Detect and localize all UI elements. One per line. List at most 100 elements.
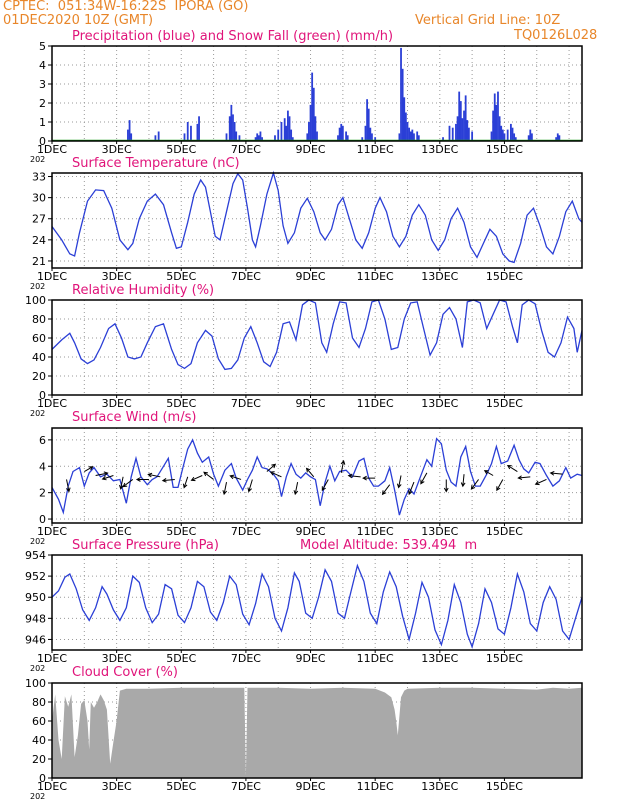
rh-xtick-label: 13DEC <box>421 397 458 410</box>
rh-ytick-label: 60 <box>32 332 46 345</box>
precip-bar <box>500 125 503 141</box>
precip-bar <box>196 123 199 141</box>
cloud-ytick-label: 100 <box>25 677 46 690</box>
wind-xtick-label: 13DEC <box>421 525 458 538</box>
temp-panel: 21 24 27 30 33 1DEC 3DEC 5DEC 7DEC 9DEC 11DEC 13DEC… <box>30 171 583 291</box>
precip-bar <box>556 133 559 141</box>
wind-year-stub: 202 <box>30 537 45 546</box>
precip-xtick-label: 7DEC <box>231 143 261 156</box>
model-altitude: Model Altitude: 539.494 m <box>300 538 478 553</box>
precip-bar <box>157 131 160 141</box>
precip-bar <box>558 135 561 141</box>
wind-arrow <box>95 471 109 477</box>
precip-year-stub: 202 <box>30 155 45 164</box>
precip-bar <box>225 133 228 141</box>
precip-bar <box>513 133 516 141</box>
precip-bar <box>527 135 530 141</box>
rh-panel: 0 20 40 60 80 100 1DEC 3DEC 5DEC 7DEC 9DEC 11DEC 13D… <box>25 294 583 418</box>
wind-arrow <box>517 475 531 481</box>
wind-panel: 0 2 4 6 1DEC 3DEC 5DEC 7DEC 9DEC 11DEC 13DEC 15DEC 2… <box>30 427 583 546</box>
wind-xtick-label: 1DEC <box>37 525 67 538</box>
precip-bar <box>127 129 129 141</box>
cloud-xtick-label: 5DEC <box>166 780 196 793</box>
precip-bar <box>456 116 459 141</box>
cloud-xtick-label: 1DEC <box>37 780 67 793</box>
precip-bar <box>277 129 280 141</box>
wind-arrow <box>460 474 466 488</box>
precip-bar <box>510 123 512 141</box>
precip-bar <box>366 99 368 141</box>
temp-xtick-label: 3DEC <box>102 270 132 283</box>
precip-bar <box>404 112 407 141</box>
precip-bar <box>501 129 504 141</box>
precip-bar <box>529 129 532 141</box>
pres-panel: 946 948 950 952 954 1DEC 3DEC 5DEC 7DEC 9DEC 11DEC… <box>25 549 583 673</box>
wind-arrow <box>443 479 449 493</box>
cloud-xtick-label: 9DEC <box>295 780 325 793</box>
precip-ytick-label: 0 <box>39 135 46 148</box>
pres-ytick-label: 950 <box>25 591 46 604</box>
temp-xtick-label: 1DEC <box>37 270 67 283</box>
precip-bar <box>340 123 343 141</box>
precip-bar <box>374 137 377 141</box>
pres-ytick-label: 952 <box>25 570 46 583</box>
rh-xtick-label: 7DEC <box>231 397 261 410</box>
cloud-xtick-label: 3DEC <box>102 780 132 793</box>
precip-bar <box>466 120 469 141</box>
temp-xtick-label: 13DEC <box>421 270 458 283</box>
rh-ytick-label: 80 <box>32 313 46 326</box>
precip-xtick-label: 5DEC <box>166 143 196 156</box>
precip-xtick-label: 1DEC <box>37 143 67 156</box>
wind-ytick-label: 4 <box>39 460 46 473</box>
precip-bar <box>459 101 462 141</box>
precip-bar <box>490 131 493 141</box>
wind-arrow <box>182 476 189 489</box>
precip-bar <box>280 122 283 141</box>
precip-bar <box>285 125 288 141</box>
precip-bar <box>257 135 260 141</box>
pres-ytick-label: 948 <box>25 612 46 625</box>
wind-xtick-label: 7DEC <box>231 525 261 538</box>
wind-frame <box>51 427 583 524</box>
rh-ytick-label: 40 <box>32 351 46 364</box>
precip-ytick-label: 3 <box>39 78 46 91</box>
precip-bar <box>413 133 415 141</box>
precip-bar <box>312 87 315 141</box>
pres-ytick-label: 954 <box>25 549 46 562</box>
cloud-ytick-label: 60 <box>32 715 46 728</box>
precip-bar <box>233 122 236 141</box>
wind-arrow <box>119 476 124 490</box>
cloud-year-stub: 202 <box>30 792 45 800</box>
cloud-area <box>52 687 582 778</box>
precip-bar <box>369 127 372 141</box>
precip-bar <box>283 118 286 141</box>
wind-arrow <box>321 479 329 492</box>
precip-ytick-label: 2 <box>39 97 46 110</box>
precip-bar <box>259 131 262 141</box>
wind-title: Surface Wind (m/s) <box>72 410 197 425</box>
precip-frame <box>51 45 583 142</box>
precip-bar <box>463 110 465 141</box>
precip-bar <box>198 116 200 141</box>
precip-bar <box>308 122 310 141</box>
rh-title: Relative Humidity (%) <box>72 283 215 298</box>
temp-ytick-label: 24 <box>32 234 46 247</box>
precip-bar <box>341 125 344 141</box>
precip-bar <box>497 91 499 141</box>
wind-arrow <box>190 475 203 482</box>
wind-arrow <box>549 470 563 476</box>
header-grid-note: Vertical Grid Line: 10Z <box>415 13 561 28</box>
precip-bar <box>291 137 294 141</box>
wind-ytick-label: 0 <box>39 513 46 526</box>
cloud-xtick-label: 11DEC <box>357 780 394 793</box>
precip-bar <box>416 131 419 141</box>
precip-bar <box>411 129 414 141</box>
wind-arrow <box>101 475 114 481</box>
temp-xtick-label: 5DEC <box>166 270 196 283</box>
cloud-panel: 0 20 40 60 80 100 1DEC 3DEC 5DEC 7DEC 9DEC 11DEC 13D… <box>25 677 583 800</box>
precip-bar <box>371 133 373 141</box>
wind-xtick-label: 11DEC <box>357 525 394 538</box>
pres-xtick-label: 1DEC <box>37 652 67 665</box>
precip-bar <box>467 127 470 141</box>
precip-bar <box>461 118 464 141</box>
